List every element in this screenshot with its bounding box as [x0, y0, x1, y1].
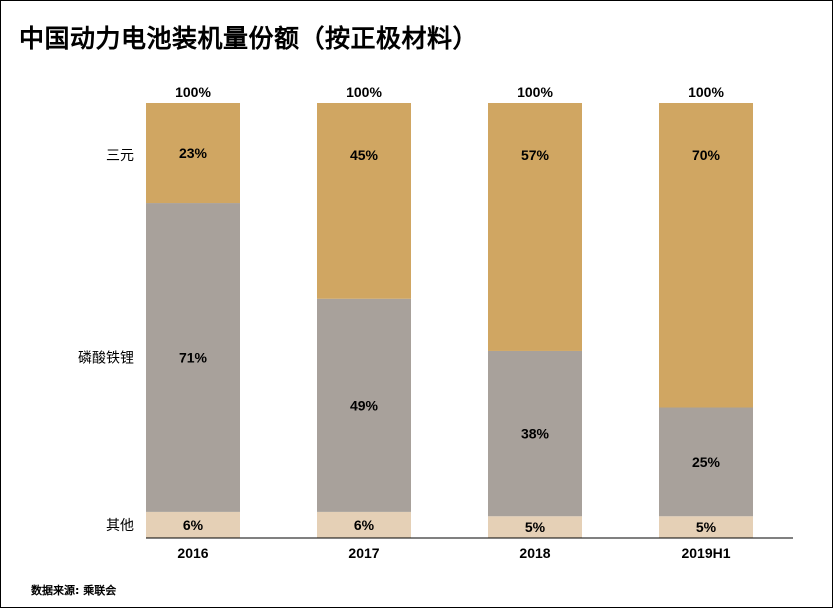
- bar-2017-2: [317, 103, 411, 299]
- bar-2018-1: [488, 350, 582, 517]
- chart-title: 中国动力电池装机量份额（按正极材料）: [19, 24, 479, 53]
- series-label-0: 其他: [106, 518, 134, 534]
- data-label-2017-2: 45%: [350, 147, 379, 163]
- x-tick-label-2017: 2017: [348, 545, 379, 561]
- bar-2017-1: [317, 298, 411, 512]
- data-label-2018-1: 38%: [521, 426, 550, 442]
- data-label-2016-2: 23%: [179, 145, 208, 161]
- data-label-2019H1-2: 70%: [692, 147, 721, 163]
- bar-2016-2: [146, 103, 240, 204]
- bar-2018-0: [488, 516, 582, 538]
- series-label-2: 三元: [106, 148, 134, 164]
- data-label-2016-0: 6%: [183, 517, 204, 533]
- data-label-2017-1: 49%: [350, 397, 379, 413]
- x-tick-label-2019H1: 2019H1: [681, 545, 730, 561]
- data-label-2018-2: 57%: [521, 147, 550, 163]
- bar-2017-0: [317, 511, 411, 538]
- data-label-2019H1-1: 25%: [692, 454, 721, 470]
- bar-2019H1-0: [659, 516, 753, 538]
- x-tick-label-2016: 2016: [177, 545, 208, 561]
- bar-2019H1-1: [659, 407, 753, 517]
- labels-layer: 6% 71% 23% 100% 2016 6% 49% 45% 100% 2017 5% 38% 57%…: [78, 84, 793, 561]
- data-label-2018-0: 5%: [525, 519, 546, 535]
- source-note: 数据来源: 乘联会: [31, 584, 117, 597]
- data-label-2016-1: 71%: [179, 349, 208, 365]
- total-label-2018: 100%: [517, 84, 553, 100]
- series-label-1: 磷酸铁锂: [78, 350, 134, 366]
- x-tick-label-2018: 2018: [519, 545, 550, 561]
- bar-2018-2: [488, 103, 582, 351]
- bar-2019H1-2: [659, 103, 753, 408]
- bar-2016-1: [146, 203, 240, 512]
- total-label-2016: 100%: [175, 84, 211, 100]
- total-label-2017: 100%: [346, 84, 382, 100]
- data-label-2017-0: 6%: [354, 517, 375, 533]
- bar-2016-0: [146, 511, 240, 538]
- bars-layer: [146, 103, 753, 538]
- total-label-2019H1: 100%: [688, 84, 724, 100]
- data-label-2019H1-0: 5%: [696, 519, 717, 535]
